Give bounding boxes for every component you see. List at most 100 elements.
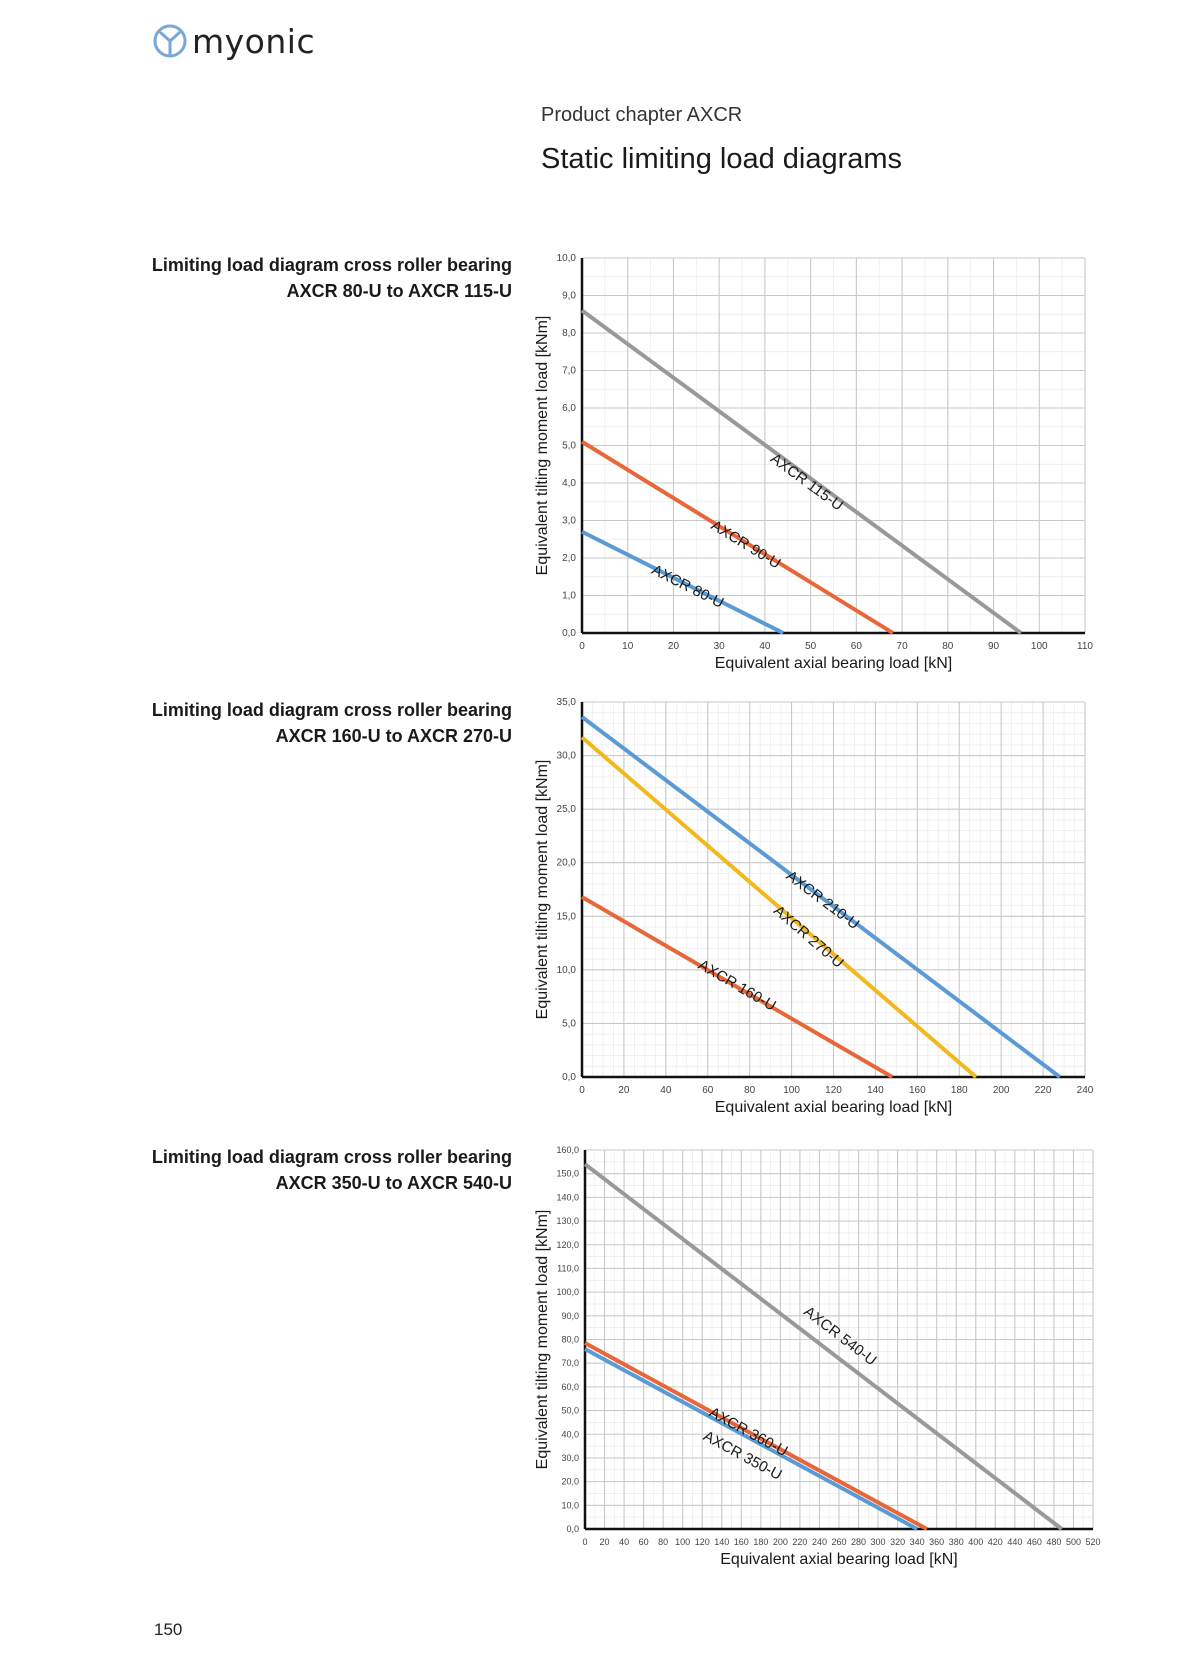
chart3-x-tick-label: 200 — [773, 1537, 788, 1547]
chart2-y-tick-label: 25,0 — [557, 804, 577, 815]
chart1-y-tick-label: 6,0 — [562, 403, 576, 414]
chart3-y-tick-label: 150,0 — [556, 1169, 579, 1179]
chart3-y-tick-label: 160,0 — [556, 1145, 579, 1155]
chart3-x-tick-label: 260 — [831, 1537, 846, 1547]
chart2-x-tick-label: 220 — [1035, 1085, 1052, 1096]
chart3-y-tick-label: 100,0 — [556, 1287, 579, 1297]
chart1-y-tick-label: 3,0 — [562, 516, 576, 527]
chart1-caption: Limiting load diagram cross roller beari… — [100, 252, 512, 304]
chart3-x-tick-label: 440 — [1007, 1537, 1022, 1547]
chart1-y-tick-label: 9,0 — [562, 291, 576, 302]
chart2-y-axis-label: Equivalent tilting moment load [kNm] — [534, 760, 551, 1020]
chart2-caption-line1: Limiting load diagram cross roller beari… — [151, 700, 512, 720]
chart2-caption: Limiting load diagram cross roller beari… — [100, 697, 512, 749]
chart1-y-tick-label: 7,0 — [562, 366, 576, 377]
chart2-y-tick-label: 35,0 — [557, 697, 577, 708]
chart3-x-axis-label: Equivalent axial bearing load [kN] — [720, 1551, 957, 1568]
chart3-y-axis-label: Equivalent tilting moment load [kNm] — [534, 1210, 551, 1470]
chart3-y-tick-label: 50,0 — [561, 1406, 579, 1416]
chart1-x-tick-label: 80 — [942, 641, 954, 652]
chart3-major-grid — [584, 1149, 1094, 1530]
chart2-x-tick-label: 240 — [1077, 1085, 1094, 1096]
chart2-x-tick-label: 100 — [783, 1085, 800, 1096]
chart1-series-axcr-115-u-line — [580, 308, 1023, 635]
chart3-y-tick-label: 40,0 — [561, 1429, 579, 1439]
chart3-x-tick-label: 100 — [675, 1537, 690, 1547]
chart1-x-tick-label: 50 — [805, 641, 817, 652]
chart2-y-tick-label: 20,0 — [557, 858, 577, 869]
chart3-series-axcr-540-u-line — [583, 1162, 1063, 1531]
chart2-x-tick-label: 160 — [909, 1085, 926, 1096]
chart3-x-tick-label: 240 — [812, 1537, 827, 1547]
myonic-logo-icon — [153, 24, 187, 58]
chart3-series-axcr-350-u-line — [584, 1347, 919, 1531]
chart2-x-tick-label: 40 — [660, 1085, 672, 1096]
chart3-x-tick-label: 160 — [734, 1537, 749, 1547]
load-diagram-chart-3: 0 20 40 60 80 100 120 140 160 180 200 220 240 260 280 3… — [534, 1145, 1101, 1568]
chart3-x-tick-label: 360 — [929, 1537, 944, 1547]
chart3-x-tick-label: 280 — [851, 1537, 866, 1547]
chart1-y-tick-label: 2,0 — [562, 553, 576, 564]
chart2-series-axcr-270-u-line — [580, 735, 978, 1079]
chart2-x-tick-label: 180 — [951, 1085, 968, 1096]
chart3-y-tick-label: 60,0 — [561, 1382, 579, 1392]
chart2-caption-line2: AXCR 160-U to AXCR 270-U — [275, 726, 512, 746]
chart3-caption: Limiting load diagram cross roller beari… — [100, 1144, 512, 1196]
chart1-y-tick-label: 1,0 — [562, 591, 576, 602]
chart1-x-tick-label: 10 — [622, 641, 634, 652]
chart1-x-tick-label: 90 — [988, 641, 1000, 652]
chart2-y-tick-label: 10,0 — [557, 965, 577, 976]
chart1-caption-line2: AXCR 80-U to AXCR 115-U — [286, 281, 512, 301]
chart3-y-tick-label: 120,0 — [556, 1240, 579, 1250]
chapter-label: Product chapter AXCR — [541, 104, 743, 126]
chart1-x-tick-label: 110 — [1077, 641, 1093, 652]
chart3-y-tick-label: 110,0 — [557, 1263, 579, 1273]
chart1-x-tick-label: 0 — [579, 641, 585, 652]
chart3-caption-line2: AXCR 350-U to AXCR 540-U — [275, 1173, 512, 1193]
chart1-series-axcr-115-u-label: AXCR 115-U — [767, 450, 846, 514]
chart1-series-axcr-80-u-label: AXCR 80-U — [649, 561, 727, 611]
chart2-major-grid — [581, 701, 1086, 1078]
chart3-x-tick-label: 380 — [949, 1537, 964, 1547]
chart3-y-tick-label: 80,0 — [561, 1335, 579, 1345]
chart3-y-tick-label: 0,0 — [566, 1524, 579, 1534]
chart1-x-tick-label: 70 — [897, 641, 909, 652]
chart3-y-tick-label: 140,0 — [556, 1192, 579, 1202]
chart3-series-axcr-360-u-line — [584, 1341, 928, 1531]
chart3-x-tick-label: 320 — [890, 1537, 905, 1547]
chart1-x-tick-label: 20 — [668, 641, 680, 652]
chart1-y-tick-label: 10,0 — [557, 253, 577, 264]
chart2-x-tick-label: 20 — [618, 1085, 630, 1096]
chart1-x-tick-label: 40 — [759, 641, 771, 652]
chart1-x-tick-label: 100 — [1031, 641, 1048, 652]
chart2-x-tick-label: 120 — [825, 1085, 842, 1096]
chart2-y-tick-label: 0,0 — [562, 1072, 576, 1083]
chart3-x-tick-label: 120 — [695, 1537, 710, 1547]
chart1-x-tick-label: 60 — [851, 641, 863, 652]
chart3-y-tick-label: 30,0 — [561, 1453, 579, 1463]
chart3-y-tick-label: 130,0 — [556, 1216, 579, 1226]
chart3-x-tick-label: 460 — [1027, 1537, 1042, 1547]
chart3-x-tick-label: 480 — [1046, 1537, 1061, 1547]
chart3-x-tick-label: 300 — [871, 1537, 886, 1547]
chart2-x-tick-label: 60 — [702, 1085, 714, 1096]
chart3-x-tick-label: 220 — [792, 1537, 807, 1547]
chart1-series-axcr-80-u-line — [581, 529, 785, 635]
chart3-x-tick-label: 140 — [714, 1537, 729, 1547]
logo-text: myonic — [192, 21, 316, 61]
chart2-y-tick-label: 5,0 — [562, 1018, 576, 1029]
chart3-x-tick-label: 400 — [968, 1537, 983, 1547]
load-diagram-chart-1: 0 10 20 30 40 50 60 70 80 90 100 110 0,0 1,0 2,0 3,0 4,0… — [534, 253, 1093, 672]
chart3-x-tick-label: 340 — [910, 1537, 925, 1547]
chart3-x-tick-label: 420 — [988, 1537, 1003, 1547]
chart2-x-tick-label: 80 — [744, 1085, 756, 1096]
chart3-y-tick-label: 20,0 — [561, 1477, 579, 1487]
chart1-y-tick-label: 0,0 — [562, 628, 576, 639]
chart3-y-tick-label: 10,0 — [561, 1500, 579, 1510]
chart3-caption-line1: Limiting load diagram cross roller beari… — [151, 1147, 512, 1167]
logo: myonic — [152, 18, 315, 64]
chart3-y-tick-label: 70,0 — [561, 1358, 579, 1368]
chart2-x-tick-label: 0 — [579, 1085, 585, 1096]
page-title: Static limiting load diagrams — [541, 143, 903, 175]
chart1-y-axis-label: Equivalent tilting moment load [kNm] — [534, 316, 551, 576]
